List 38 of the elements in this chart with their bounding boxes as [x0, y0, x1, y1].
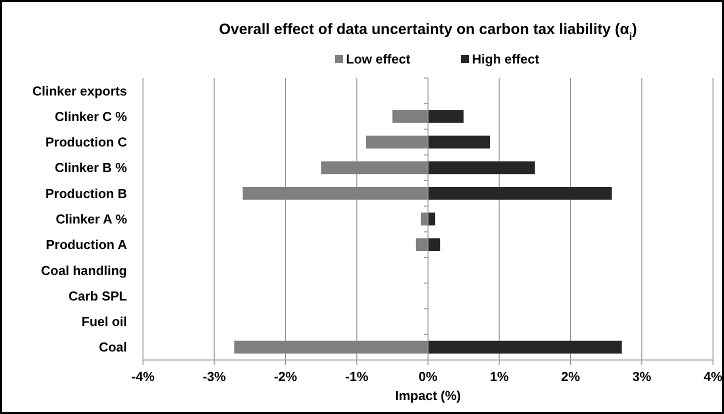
- legend-label: High effect: [472, 52, 540, 66]
- y-tick-label: Clinker exports: [32, 83, 127, 98]
- x-tick-label: -4%: [131, 369, 155, 384]
- x-axis-title: Impact (%): [395, 388, 461, 403]
- bar: [428, 340, 622, 354]
- bar: [428, 161, 535, 174]
- bar: [234, 340, 428, 354]
- bar: [392, 110, 428, 123]
- bar: [428, 110, 464, 123]
- x-tick-label: -2%: [274, 369, 298, 384]
- bar: [321, 161, 428, 174]
- x-tick-label: 4%: [704, 369, 723, 384]
- y-tick-label: Clinker B %: [54, 160, 128, 176]
- y-tick-label: Coal: [98, 340, 127, 355]
- y-tick-label: Production B: [45, 186, 127, 201]
- bar: [428, 186, 612, 200]
- bar: [428, 238, 440, 252]
- y-tick-label: Coal handling: [41, 262, 128, 278]
- bar: [428, 212, 436, 226]
- y-tick-label: Fuel oil: [82, 314, 127, 330]
- x-tick-label: -3%: [202, 369, 226, 384]
- bar: [366, 136, 428, 148]
- y-tick-label: Clinker A %: [56, 212, 128, 226]
- legend-label: Low effect: [346, 52, 411, 66]
- bar: [242, 186, 428, 200]
- y-tick-label: Clinker C %: [54, 108, 128, 124]
- bar: [420, 212, 428, 226]
- y-tick-label: Production C: [45, 134, 128, 150]
- x-tick-label: 3%: [632, 369, 652, 384]
- x-tick-label: 1%: [490, 369, 510, 384]
- y-tick-label: Carb SPL: [68, 288, 128, 304]
- x-tick-label: 0%: [418, 369, 438, 384]
- chart-title: Overall effect of data uncertainty on carbon tax liability (α$_{i}$): [218, 21, 638, 43]
- x-tick-label: 2%: [561, 369, 580, 384]
- y-tick-label: Production A: [46, 237, 128, 252]
- bar: [416, 238, 428, 252]
- x-tick-label: -1%: [345, 369, 369, 384]
- bar: [428, 136, 490, 148]
